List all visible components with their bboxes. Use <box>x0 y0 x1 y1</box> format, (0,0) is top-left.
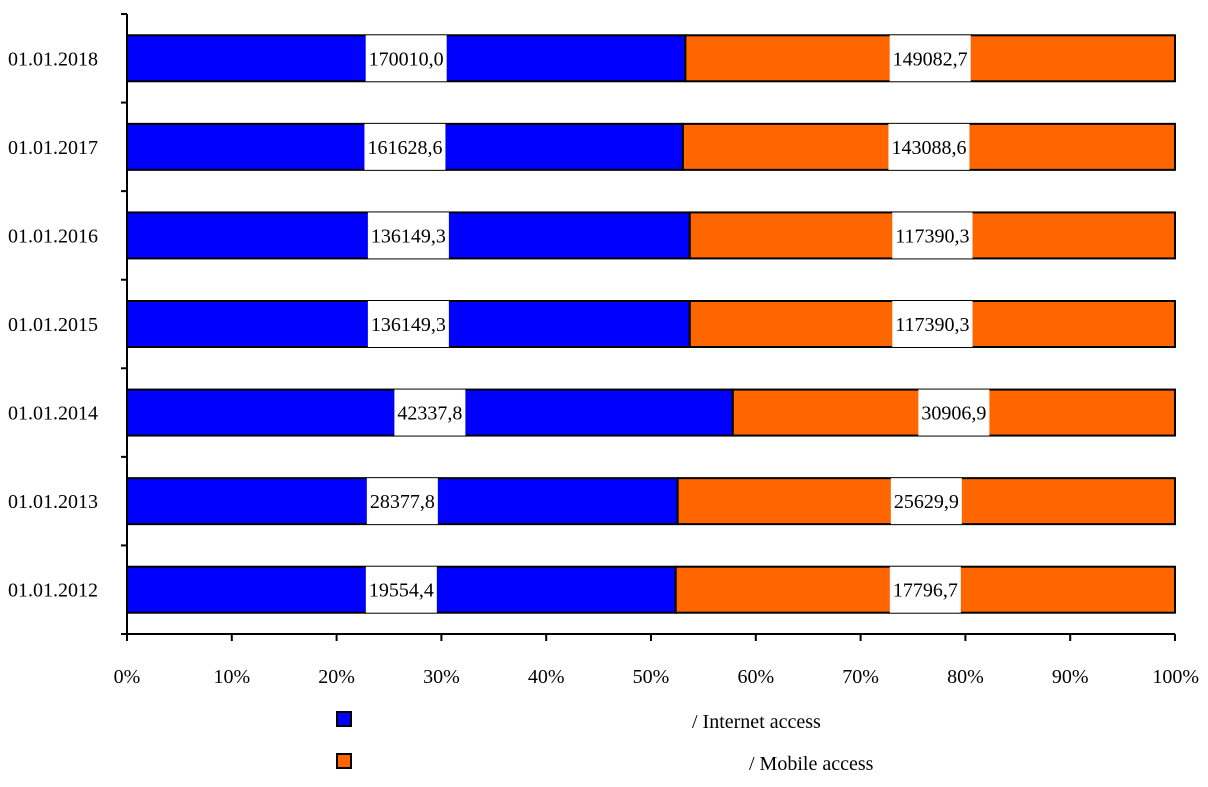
data-label-background <box>367 212 449 259</box>
x-tick-label: 80% <box>947 666 984 688</box>
data-label: 28377,8 <box>370 491 435 513</box>
mobile-legend-label: / Mobile access <box>749 753 874 775</box>
category-label: 01.01.2014 <box>8 403 98 425</box>
x-tick-label: 70% <box>842 666 879 688</box>
data-label: 170010,0 <box>369 48 444 70</box>
x-tick-label: 0% <box>114 666 141 688</box>
x-tick-label: 50% <box>633 666 670 688</box>
data-label-background <box>394 389 466 436</box>
axes-group: 01.01.2018 01.01.2017 01.01.2016 01.01.2015… <box>8 13 1199 688</box>
legend: / Internet access / Mobile access <box>336 711 874 775</box>
data-label-background <box>889 35 971 82</box>
x-tick-label: 100% <box>1152 666 1199 688</box>
data-label-background <box>888 123 970 170</box>
internet-legend-label: / Internet access <box>692 711 821 733</box>
data-label: 117390,3 <box>895 225 969 247</box>
data-label: 149082,7 <box>893 48 968 70</box>
bars-group: 170010,0 149082,7 161628,6 143088,6 136149,3… <box>126 34 1177 614</box>
data-label-background <box>365 35 447 82</box>
category-label: 01.01.2012 <box>8 580 98 602</box>
data-label-background <box>367 301 449 347</box>
internet-legend-swatch <box>336 711 352 727</box>
data-label-background <box>892 212 973 259</box>
x-tick-label: 10% <box>213 666 250 688</box>
data-label: 42337,8 <box>397 403 462 425</box>
data-label-background <box>889 566 961 613</box>
category-label: 01.01.2018 <box>8 48 98 70</box>
x-tick-label: 60% <box>737 666 774 688</box>
category-label: 01.01.2013 <box>8 491 98 513</box>
x-tick-label: 30% <box>423 666 460 688</box>
data-label-background <box>890 478 962 525</box>
data-label: 17796,7 <box>893 580 958 602</box>
x-tick-label: 40% <box>528 666 565 688</box>
data-label: 161628,6 <box>367 137 442 159</box>
data-label-background <box>364 123 446 170</box>
data-label-background <box>918 389 990 436</box>
category-label: 01.01.2017 <box>8 137 98 159</box>
data-label: 136149,3 <box>371 314 446 336</box>
data-label: 25629,9 <box>894 491 959 513</box>
mobile-legend-swatch <box>336 753 352 769</box>
x-tick-label: 20% <box>318 666 355 688</box>
data-label-background <box>366 478 438 525</box>
data-label: 19554,4 <box>369 580 434 602</box>
data-label: 117390,3 <box>895 314 969 336</box>
data-label: 143088,6 <box>891 137 966 159</box>
data-label-background <box>892 301 973 347</box>
x-tick-label: 90% <box>1052 666 1089 688</box>
data-label-background <box>365 566 437 613</box>
data-label: 30906,9 <box>921 403 986 425</box>
data-label: 136149,3 <box>371 225 446 247</box>
category-label: 01.01.2015 <box>8 314 98 336</box>
category-label: 01.01.2016 <box>8 225 98 247</box>
